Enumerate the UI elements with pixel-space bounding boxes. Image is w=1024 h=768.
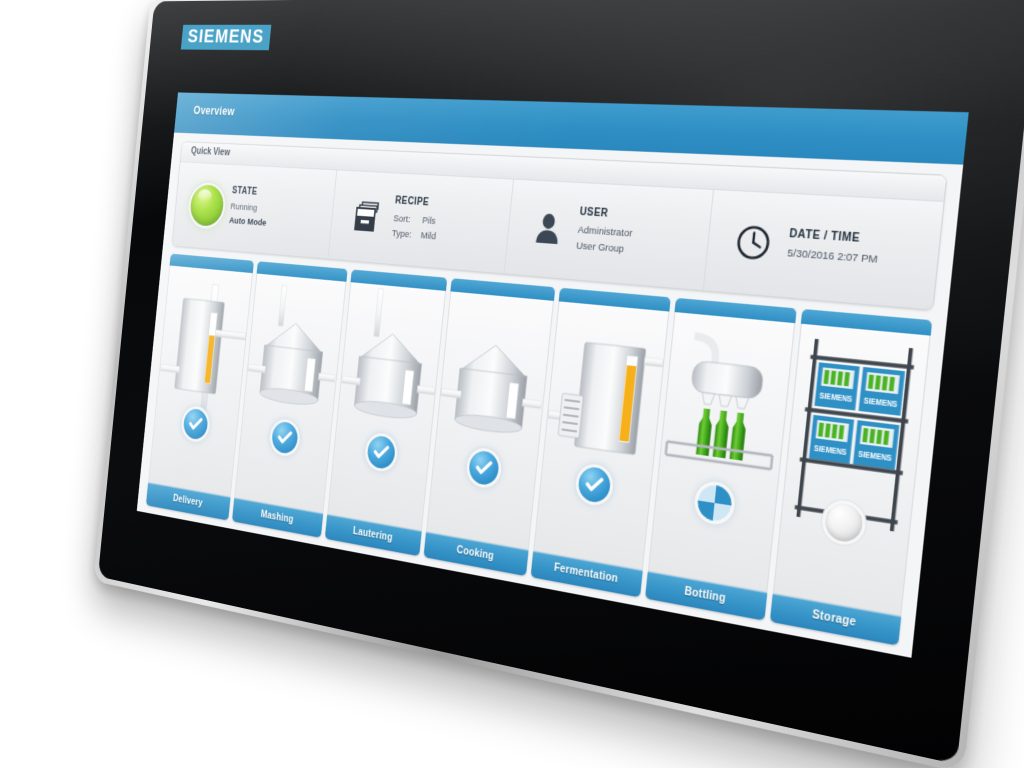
graphic-bottle-filler-conveyor bbox=[656, 312, 794, 520]
step-body bbox=[327, 282, 447, 532]
step-body: SIEMENS SIEMENS SIEMENS SIEMENS bbox=[772, 323, 931, 617]
graphic-fermenter-with-heat-exchanger bbox=[541, 301, 669, 500]
crate-brand-text: SIEMENS bbox=[863, 397, 897, 409]
step-label-text: Mashing bbox=[260, 509, 294, 526]
step-body bbox=[234, 273, 347, 514]
user-group: User Group bbox=[575, 240, 625, 256]
check-circle-icon bbox=[365, 434, 396, 471]
datetime-value: 5/30/2016 2:07 PM bbox=[786, 246, 879, 266]
clock-icon bbox=[733, 223, 773, 263]
user-name: Administrator bbox=[577, 224, 633, 241]
step-header-bar bbox=[558, 287, 671, 312]
step-header-bar bbox=[674, 297, 797, 324]
green-status-lamp-icon bbox=[188, 184, 226, 228]
status-fermentation bbox=[577, 465, 613, 505]
idle-sphere-icon bbox=[823, 501, 865, 545]
status-delivery bbox=[182, 407, 209, 441]
quick-view-cell-state[interactable]: STATE Running Auto Mode bbox=[172, 161, 336, 258]
step-label-text: Lautering bbox=[352, 525, 393, 545]
step-body bbox=[532, 301, 670, 571]
graphic-silo-tank bbox=[155, 266, 253, 437]
recipe-card-box-icon bbox=[353, 199, 381, 234]
recipe-sort-value: Pils bbox=[421, 214, 437, 227]
process-step-fermentation[interactable]: Fermentation bbox=[530, 287, 671, 598]
crate-brand-text: SIEMENS bbox=[857, 451, 891, 464]
step-body bbox=[148, 265, 254, 498]
datetime-title: DATE / TIME bbox=[788, 227, 861, 245]
quick-view-cell-user[interactable]: USER Administrator User Group bbox=[503, 178, 714, 291]
process-overview: Delivery bbox=[145, 253, 933, 646]
check-circle-icon bbox=[182, 407, 209, 441]
process-step-bottling[interactable]: Bottling bbox=[645, 297, 797, 621]
step-label-text: Fermentation bbox=[553, 562, 619, 586]
process-step-lautering[interactable]: Lautering bbox=[324, 269, 448, 557]
recipe-type-key: Type: bbox=[391, 228, 413, 241]
status-storage bbox=[823, 501, 865, 545]
status-mashing bbox=[270, 420, 300, 455]
hmi-device: SIEMENS SIMATIC HMI Overview Quick View bbox=[93, 0, 1024, 768]
state-text-block: STATE Running Auto Mode bbox=[225, 186, 329, 236]
hmi-screen: Overview Quick View bbox=[136, 92, 969, 658]
state-lamp-wrap bbox=[184, 184, 229, 228]
user-person-icon bbox=[535, 213, 559, 245]
recipe-type-value: Mild bbox=[420, 230, 437, 243]
user-text-block: USER Administrator User Group bbox=[572, 206, 705, 264]
datetime-text-block: DATE / TIME 5/30/2016 2:07 PM bbox=[782, 227, 933, 272]
graphic-crate-storage-rack: SIEMENS SIEMENS SIEMENS SIEMENS bbox=[781, 324, 930, 541]
process-step-row: Delivery bbox=[145, 253, 933, 646]
quick-view-cell-datetime[interactable]: DATE / TIME 5/30/2016 2:07 PM bbox=[702, 188, 944, 310]
status-lautering bbox=[365, 434, 396, 471]
step-label-text: Bottling bbox=[683, 585, 727, 606]
device-bezel: SIEMENS SIMATIC HMI Overview Quick View bbox=[97, 0, 1024, 765]
step-body bbox=[647, 312, 795, 593]
state-title: STATE bbox=[231, 185, 258, 198]
clock-icon-wrap bbox=[722, 222, 786, 264]
graphic-cone-top-vessel bbox=[334, 282, 445, 466]
crate-brand-text: SIEMENS bbox=[813, 445, 846, 457]
quick-view-caption: Quick View bbox=[190, 146, 231, 159]
step-label-text: Cooking bbox=[456, 544, 495, 563]
graphic-cone-top-vessel bbox=[241, 274, 345, 452]
page-title: Overview bbox=[192, 103, 236, 119]
step-label-storage[interactable]: Storage bbox=[769, 593, 902, 646]
siemens-logo: SIEMENS bbox=[180, 24, 272, 51]
recipe-text-block: RECIPE Sort: Pils Type: Mild bbox=[388, 195, 505, 249]
process-step-cooking[interactable]: Cooking bbox=[423, 278, 556, 577]
process-step-delivery[interactable]: Delivery bbox=[145, 253, 255, 521]
status-bottling bbox=[695, 482, 734, 524]
process-step-mashing[interactable]: Mashing bbox=[232, 261, 348, 538]
user-title: USER bbox=[579, 206, 609, 221]
quick-view-cell-recipe[interactable]: RECIPE Sort: Pils Type: Mild bbox=[327, 169, 513, 274]
pie-progress-icon bbox=[695, 482, 734, 524]
recipe-title: RECIPE bbox=[394, 195, 430, 209]
check-circle-icon bbox=[270, 420, 300, 455]
step-label-text: Delivery bbox=[172, 493, 204, 510]
step-label-fermentation[interactable]: Fermentation bbox=[530, 550, 643, 598]
process-step-storage[interactable]: SIEMENS SIEMENS SIEMENS SIEMENS bbox=[769, 308, 933, 646]
status-cooking bbox=[467, 449, 500, 487]
crate-brand-text: SIEMENS bbox=[819, 392, 852, 404]
product-label: SIMATIC HMI bbox=[763, 161, 963, 206]
step-header-bar bbox=[800, 308, 933, 336]
recipe-icon-wrap bbox=[342, 198, 392, 235]
step-label-text: Storage bbox=[811, 608, 857, 630]
check-circle-icon bbox=[577, 465, 613, 505]
check-circle-icon bbox=[467, 449, 500, 487]
step-label-bottling[interactable]: Bottling bbox=[645, 571, 767, 621]
